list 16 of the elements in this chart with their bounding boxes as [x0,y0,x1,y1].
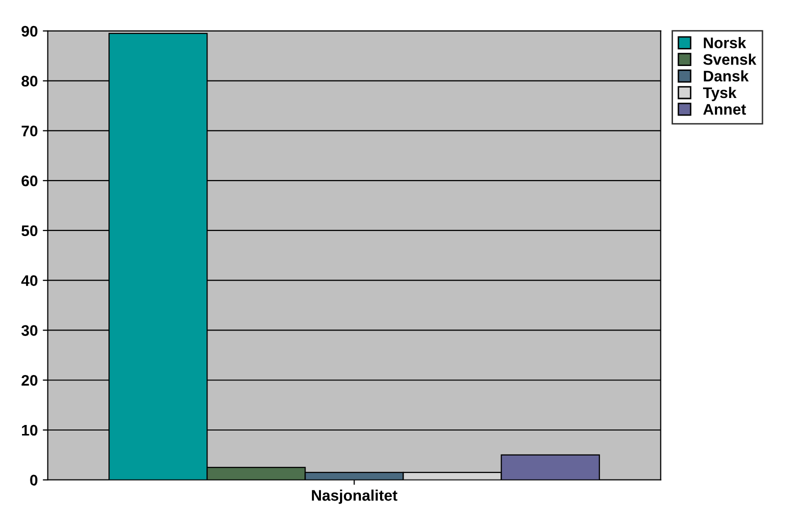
y-tick-label: 80 [22,76,38,87]
legend-label: Dansk [704,70,749,82]
x-tick-label: Nasjonalitet [312,490,398,504]
legend-label: Svensk [703,54,756,65]
legend-label: Norsk [704,37,746,48]
y-tick-label: 20 [22,374,38,386]
y-tick-label: 30 [21,325,38,336]
legend-label: Annet [703,104,746,115]
y-tick-label: 0 [30,474,38,486]
y-tick-label: 90 [22,26,38,37]
legend-label: Tysk [703,86,737,102]
y-tick-label: 10 [22,424,38,436]
y-tick-label: 70 [22,126,38,136]
y-tick-label: 40 [21,275,38,286]
y-tick-label: 50 [22,225,38,236]
y-tick-label: 60 [22,175,38,186]
